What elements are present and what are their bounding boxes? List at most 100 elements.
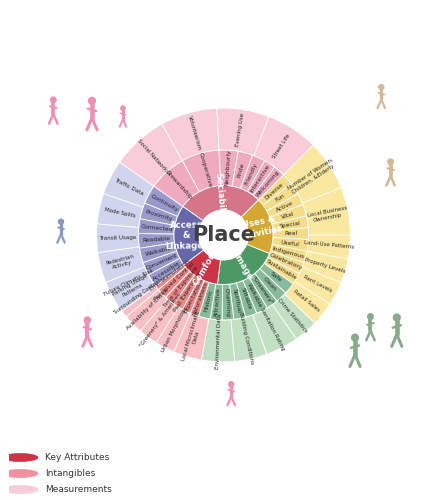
Wedge shape bbox=[272, 216, 308, 230]
Wedge shape bbox=[248, 160, 275, 196]
Text: Sustainable: Sustainable bbox=[265, 258, 298, 281]
Wedge shape bbox=[255, 269, 286, 301]
Wedge shape bbox=[263, 184, 298, 211]
Text: Connected: Connected bbox=[140, 224, 173, 232]
Wedge shape bbox=[173, 275, 199, 310]
Wedge shape bbox=[253, 304, 296, 354]
Text: Sanitation Rating: Sanitation Rating bbox=[259, 306, 286, 352]
Text: Crime Statistics: Crime Statistics bbox=[276, 298, 308, 334]
Text: Environmental Data: Environmental Data bbox=[215, 313, 223, 368]
Wedge shape bbox=[158, 267, 190, 297]
Text: Friendly: Friendly bbox=[244, 162, 259, 186]
Text: Evening Use: Evening Use bbox=[235, 113, 245, 148]
Text: Fun: Fun bbox=[274, 194, 286, 203]
Text: Urban Morphology: Urban Morphology bbox=[160, 306, 189, 352]
Wedge shape bbox=[202, 319, 235, 362]
Circle shape bbox=[379, 84, 384, 89]
Wedge shape bbox=[285, 282, 330, 323]
Wedge shape bbox=[143, 251, 180, 275]
Wedge shape bbox=[307, 235, 350, 259]
Text: Celebratory: Celebratory bbox=[268, 252, 303, 270]
Wedge shape bbox=[273, 228, 308, 239]
Text: Real: Real bbox=[284, 231, 297, 236]
Text: Perceived Control: Perceived Control bbox=[154, 261, 196, 302]
Text: Pedestrian
Activity: Pedestrian Activity bbox=[106, 254, 136, 272]
Text: Past Experience: Past Experience bbox=[173, 270, 202, 314]
Text: Surrounding Context: Surrounding Context bbox=[113, 278, 162, 315]
Wedge shape bbox=[174, 314, 209, 360]
Wedge shape bbox=[97, 224, 139, 252]
Text: Useful: Useful bbox=[281, 240, 300, 247]
Text: Uses &
Activities: Uses & Activities bbox=[236, 214, 284, 242]
Wedge shape bbox=[258, 175, 291, 205]
Wedge shape bbox=[174, 206, 204, 265]
Wedge shape bbox=[106, 267, 151, 300]
Wedge shape bbox=[115, 279, 158, 316]
Wedge shape bbox=[154, 160, 199, 206]
Text: Volunteerism: Volunteerism bbox=[187, 115, 202, 151]
Text: Intangibles: Intangibles bbox=[45, 469, 95, 478]
Text: Place: Place bbox=[192, 225, 255, 245]
Wedge shape bbox=[148, 258, 184, 286]
Wedge shape bbox=[119, 124, 182, 186]
Wedge shape bbox=[184, 250, 220, 284]
Circle shape bbox=[59, 219, 63, 224]
Text: Env. Stimulation: Env. Stimulation bbox=[148, 258, 190, 292]
Text: Building Conditions: Building Conditions bbox=[238, 312, 255, 365]
Wedge shape bbox=[232, 151, 253, 188]
Circle shape bbox=[229, 382, 234, 386]
Wedge shape bbox=[97, 194, 143, 228]
Wedge shape bbox=[198, 282, 216, 319]
Wedge shape bbox=[284, 146, 341, 203]
Text: Readable: Readable bbox=[142, 236, 171, 243]
Circle shape bbox=[352, 334, 358, 341]
Wedge shape bbox=[264, 258, 299, 284]
Circle shape bbox=[199, 210, 248, 260]
Circle shape bbox=[84, 317, 90, 323]
Text: Vital: Vital bbox=[281, 211, 295, 220]
Text: Mode Splits: Mode Splits bbox=[104, 207, 136, 218]
Wedge shape bbox=[272, 238, 308, 251]
Text: Future Climatic Risk: Future Climatic Risk bbox=[103, 268, 154, 296]
Wedge shape bbox=[183, 186, 258, 221]
Text: Sittable: Sittable bbox=[239, 287, 252, 310]
Wedge shape bbox=[229, 283, 245, 320]
Circle shape bbox=[2, 470, 38, 478]
Wedge shape bbox=[267, 194, 303, 218]
Wedge shape bbox=[260, 264, 293, 293]
Text: Charming: Charming bbox=[224, 288, 230, 317]
Text: Diverse: Diverse bbox=[264, 182, 285, 201]
Text: Parking Usage
Patterns: Parking Usage Patterns bbox=[111, 273, 151, 302]
Text: Active: Active bbox=[275, 200, 294, 213]
Text: Walkable: Walkable bbox=[246, 282, 262, 308]
Text: Clean: Clean bbox=[262, 276, 277, 292]
Text: Accessible: Accessible bbox=[152, 260, 181, 282]
Wedge shape bbox=[139, 234, 175, 248]
Text: Local Business
Ownership: Local Business Ownership bbox=[307, 206, 348, 224]
Text: Measurements: Measurements bbox=[45, 485, 111, 494]
Text: Property Levels: Property Levels bbox=[304, 256, 346, 274]
Text: Transit Usage: Transit Usage bbox=[99, 235, 136, 241]
Text: Historic: Historic bbox=[203, 289, 213, 312]
Wedge shape bbox=[98, 247, 144, 282]
Wedge shape bbox=[303, 188, 350, 235]
Text: "Greenery": "Greenery" bbox=[250, 275, 274, 306]
Circle shape bbox=[388, 159, 393, 164]
Wedge shape bbox=[295, 267, 341, 304]
Wedge shape bbox=[219, 150, 238, 186]
Text: Local Microclimatic
Data: Local Microclimatic Data bbox=[181, 310, 206, 363]
Wedge shape bbox=[303, 251, 348, 282]
Text: Availability of Choice: Availability of Choice bbox=[126, 288, 170, 331]
Text: Comfort: Comfort bbox=[191, 248, 219, 286]
Text: Pride: Pride bbox=[236, 162, 245, 178]
Text: Neighbourly: Neighbourly bbox=[224, 150, 231, 186]
Text: Expectations: Expectations bbox=[183, 277, 205, 314]
Wedge shape bbox=[217, 108, 269, 156]
Text: Land-Use Patterns: Land-Use Patterns bbox=[304, 240, 354, 250]
Text: Attractive: Attractive bbox=[214, 287, 221, 317]
Wedge shape bbox=[254, 116, 313, 175]
Wedge shape bbox=[241, 200, 273, 254]
Wedge shape bbox=[182, 278, 204, 314]
Wedge shape bbox=[104, 162, 154, 208]
Wedge shape bbox=[243, 278, 267, 314]
